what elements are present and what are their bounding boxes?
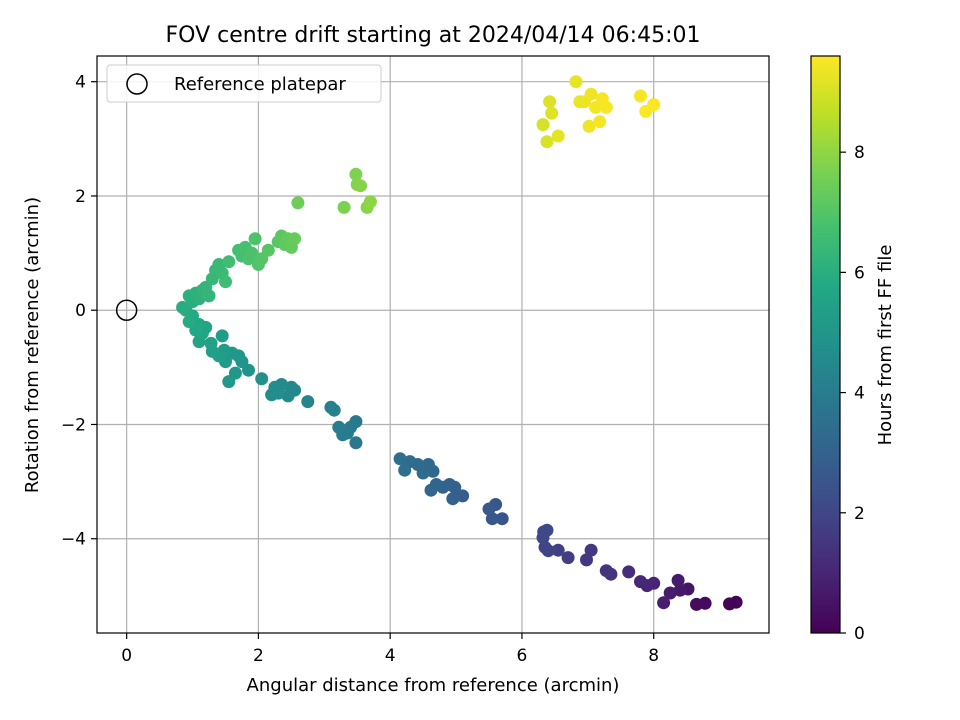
reference-platepar-marker — [115, 299, 138, 321]
data-point — [580, 553, 593, 567]
data-point — [245, 246, 259, 260]
data-point — [204, 336, 218, 350]
data-point — [446, 492, 460, 506]
data-point — [222, 255, 236, 269]
data-point — [582, 119, 596, 133]
data-point — [540, 135, 554, 149]
y-tick-label: −2 — [61, 415, 86, 435]
legend-box — [106, 64, 382, 103]
data-point — [176, 300, 190, 314]
data-point — [551, 129, 565, 143]
colorbar-tick-label: 4 — [854, 384, 865, 404]
data-point — [495, 512, 509, 526]
colorbar-tick-label: 8 — [854, 143, 865, 163]
colorbar-gradient — [810, 55, 841, 634]
data-point — [182, 315, 196, 329]
x-tick-label: 2 — [253, 646, 264, 666]
data-point — [545, 106, 559, 120]
data-point — [584, 543, 598, 557]
scatter-points — [115, 75, 743, 611]
x-tick-label: 4 — [385, 646, 396, 666]
data-point — [363, 195, 377, 209]
data-point — [622, 565, 636, 579]
y-tick-label: −4 — [61, 530, 86, 550]
data-point — [265, 388, 279, 402]
grid-lines — [97, 56, 769, 633]
data-point — [301, 395, 315, 409]
data-point — [723, 597, 736, 611]
data-point — [288, 232, 302, 246]
colorbar-label: Hours from first FF file — [875, 245, 896, 446]
data-point — [663, 586, 677, 600]
data-point — [551, 543, 565, 557]
data-point — [657, 596, 671, 610]
data-point — [593, 115, 607, 129]
colorbar-tick-label: 0 — [854, 624, 865, 644]
data-point — [324, 400, 338, 414]
legend-label-reference: Reference platepar — [174, 74, 346, 95]
colorbar-tick-label: 2 — [854, 504, 865, 524]
data-point — [222, 375, 236, 389]
legend-marker-reference — [126, 73, 148, 95]
data-point — [248, 232, 262, 246]
data-point — [255, 372, 269, 386]
data-point — [456, 489, 470, 503]
colorbar-tick-label: 6 — [854, 263, 865, 283]
data-point — [393, 452, 407, 466]
data-point — [561, 551, 575, 565]
data-point — [538, 540, 552, 554]
x-axis-ticks: 0 2 4 6 8 — [121, 633, 659, 666]
data-point — [354, 179, 367, 193]
data-point — [599, 564, 613, 578]
data-point — [569, 75, 583, 89]
data-point — [424, 483, 438, 497]
data-point — [261, 243, 275, 257]
data-point — [337, 200, 351, 214]
colorbar-ticks: 0 2 4 6 8 — [840, 143, 865, 644]
data-point — [543, 95, 557, 109]
data-point — [349, 436, 363, 450]
y-tick-label: 4 — [75, 73, 86, 93]
data-point — [332, 420, 346, 434]
x-axis-label: Angular distance from reference (arcmin) — [247, 675, 620, 696]
x-tick-label: 0 — [121, 646, 132, 666]
data-point — [647, 98, 661, 112]
data-point — [349, 167, 363, 181]
data-point — [671, 573, 685, 587]
data-point — [584, 87, 598, 101]
x-tick-label: 8 — [648, 646, 659, 666]
chart-title: FOV centre drift starting at 2024/04/14 … — [166, 23, 701, 48]
data-point — [536, 531, 550, 545]
colorbar: 0 2 4 6 8 Hours from first FF file — [810, 55, 896, 644]
data-point — [536, 118, 550, 132]
data-point — [202, 289, 216, 303]
y-tick-label: 0 — [75, 301, 86, 321]
legend: Reference platepar — [106, 64, 382, 103]
data-point — [634, 575, 647, 589]
data-point — [690, 597, 703, 611]
data-point — [634, 89, 647, 103]
data-point — [673, 583, 687, 597]
data-point — [398, 463, 412, 477]
plot-area-frame — [96, 55, 770, 634]
y-axis-label: Rotation from reference (arcmin) — [22, 197, 43, 493]
data-point — [291, 196, 305, 210]
y-tick-label: 2 — [75, 187, 86, 207]
x-tick-label: 6 — [517, 646, 528, 666]
data-point — [219, 275, 232, 289]
data-point — [215, 329, 229, 343]
data-point — [281, 389, 295, 403]
data-point — [482, 502, 496, 516]
data-point — [599, 100, 613, 114]
y-axis-ticks: −4 −2 0 2 4 — [61, 73, 97, 550]
